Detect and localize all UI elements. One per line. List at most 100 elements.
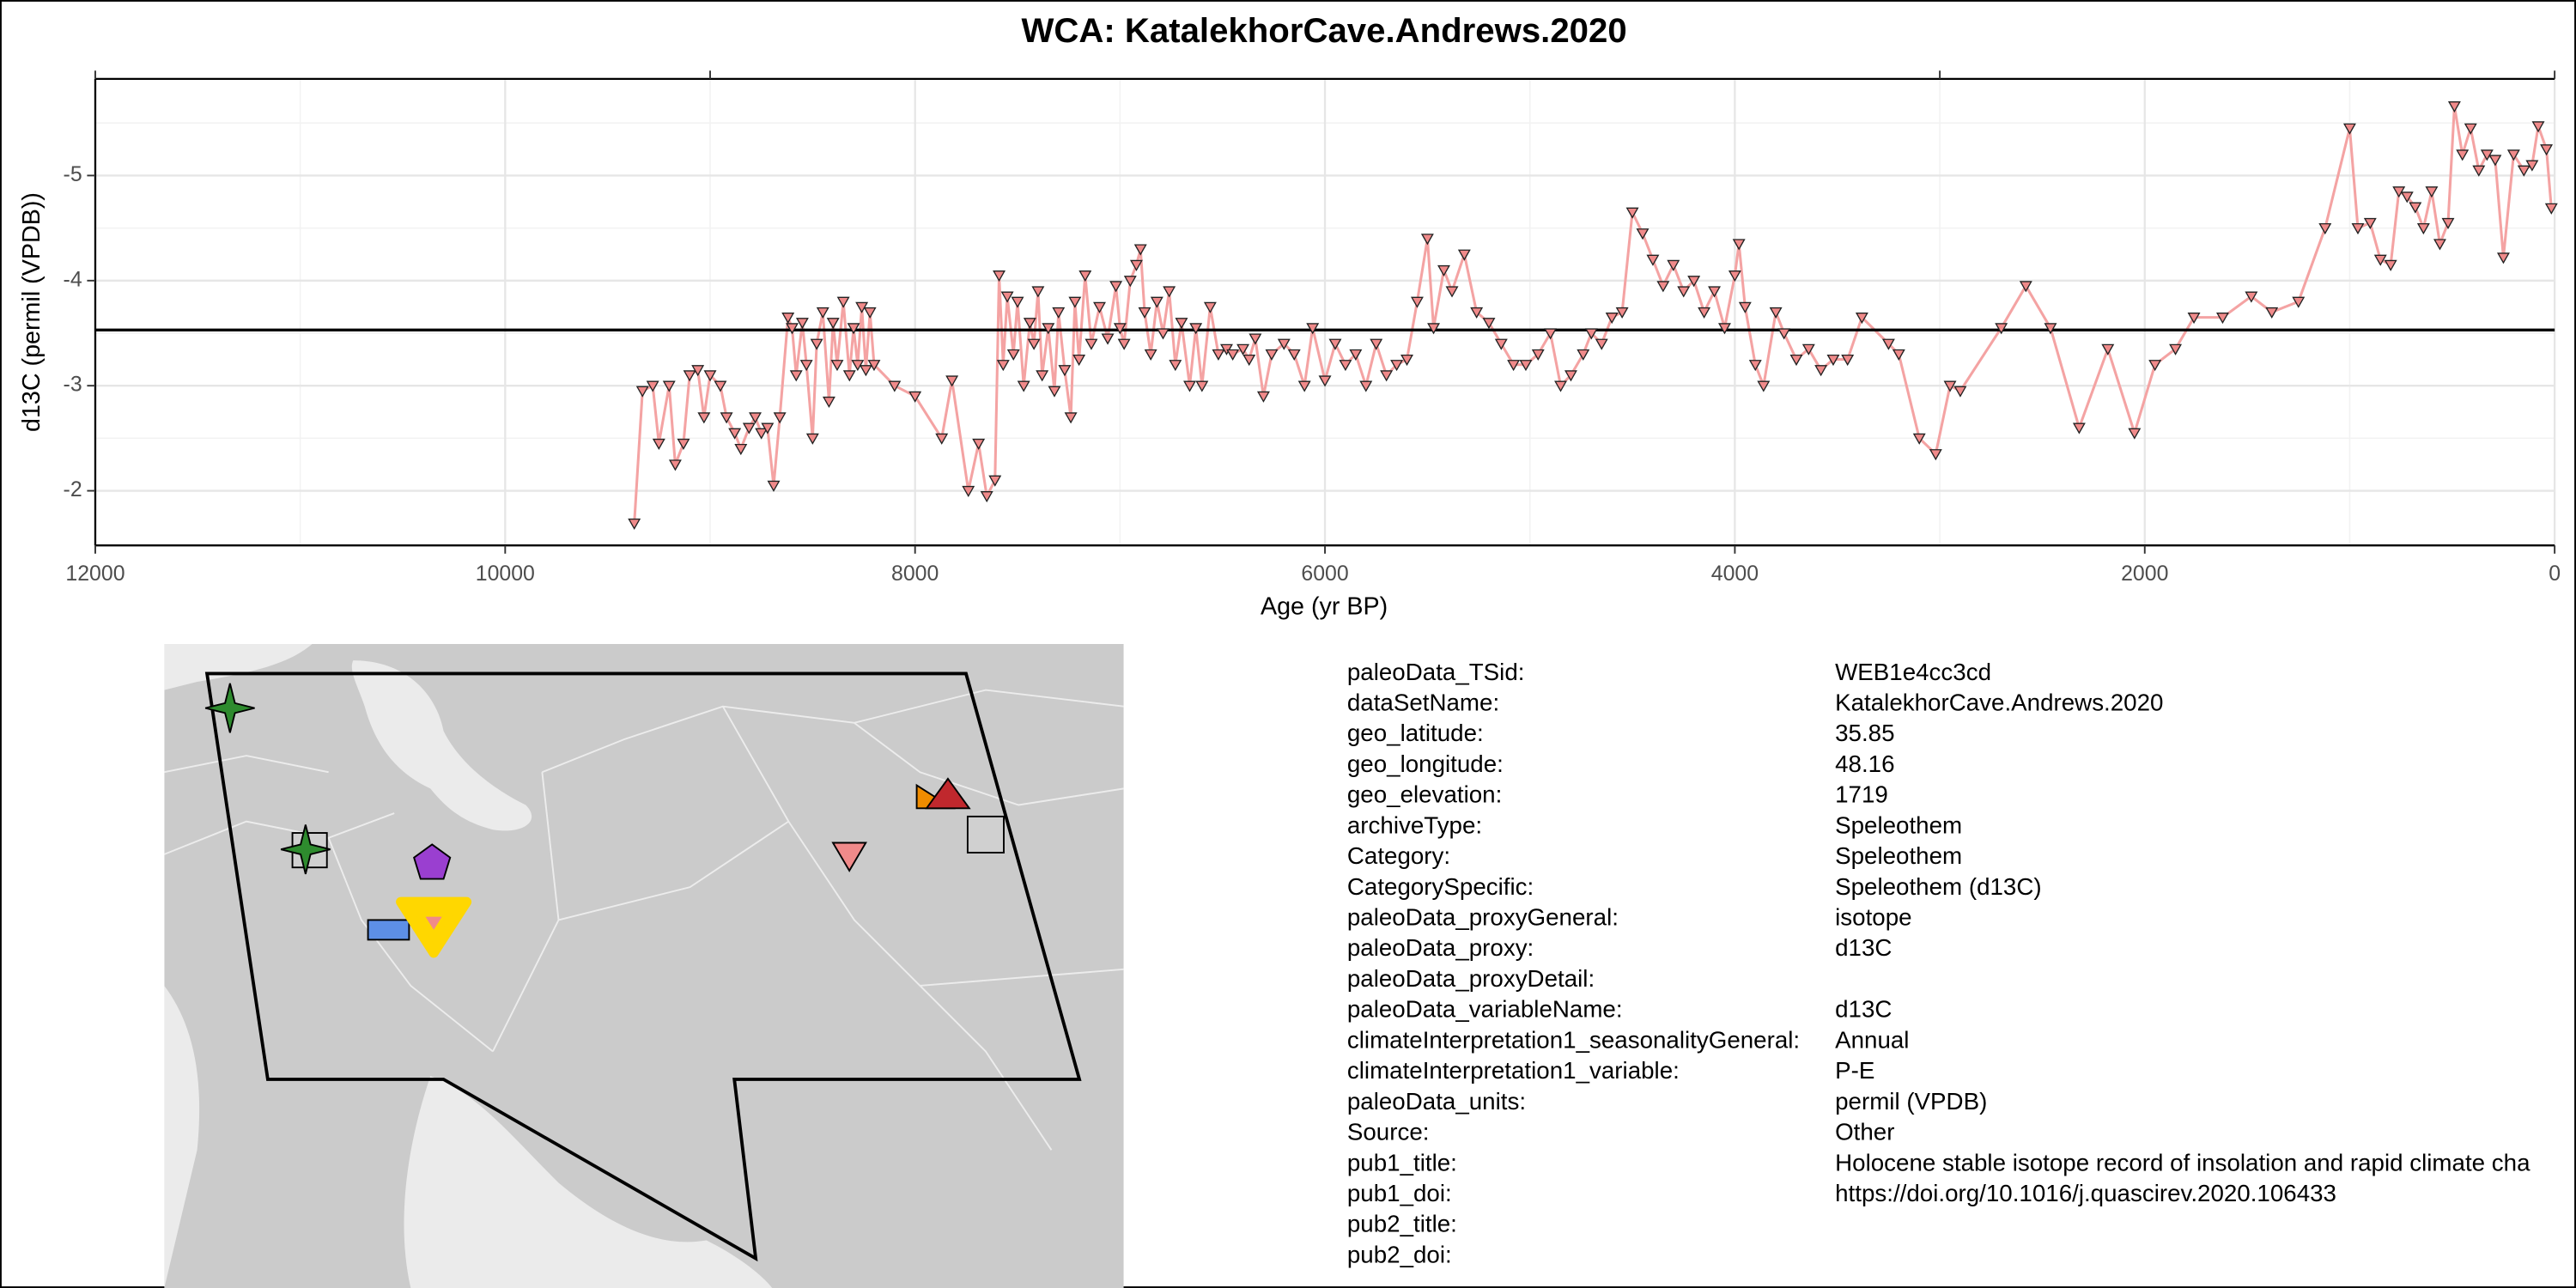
data-point <box>1048 386 1061 398</box>
data-point <box>2373 254 2387 266</box>
data-point <box>1023 318 1036 330</box>
data-point <box>2101 343 2115 355</box>
data-point <box>1855 312 1868 325</box>
data-point <box>1183 380 1196 392</box>
data-point <box>749 412 762 424</box>
field-name: CategorySpecific: <box>1347 873 1534 900</box>
data-point <box>1801 343 1815 355</box>
data-point <box>2363 217 2377 229</box>
data-point <box>1017 380 1030 392</box>
data-point <box>1757 380 1771 392</box>
data-point <box>2342 123 2356 135</box>
field-name: paleoData_proxy: <box>1347 934 1534 961</box>
field-value: 35.85 <box>1835 720 1894 746</box>
data-point <box>2384 259 2397 271</box>
data-point <box>1544 328 1558 340</box>
data-point <box>2464 123 2477 135</box>
data-point <box>1595 338 1608 350</box>
data-point <box>1297 380 1311 392</box>
data-point <box>2544 203 2558 215</box>
data-point <box>2456 149 2470 161</box>
data-point <box>1519 360 1533 372</box>
data-point <box>1306 323 1320 335</box>
data-point <box>1718 323 1731 335</box>
data-point <box>1380 370 1394 382</box>
site-marker <box>413 843 452 880</box>
field-name: geo_latitude: <box>1347 720 1484 746</box>
data-point <box>1093 301 1106 313</box>
field-value: d13C <box>1835 996 1892 1023</box>
site-marker <box>204 683 255 733</box>
site-marker <box>925 777 971 810</box>
data-point <box>1031 286 1045 298</box>
data-point <box>1287 349 1301 361</box>
data-point <box>1150 296 1163 308</box>
field-name: Source: <box>1347 1119 1430 1145</box>
x-axis-label: Age (yr BP) <box>1261 592 1388 620</box>
data-point <box>652 438 665 450</box>
data-point <box>662 380 676 392</box>
x-tick-label: 6000 <box>1301 562 1348 586</box>
data-point <box>786 323 799 335</box>
data-point <box>1789 354 1803 367</box>
x-tick-label: 0 <box>2549 562 2561 586</box>
data-point <box>2425 186 2439 198</box>
y-tick-label: -4 <box>64 267 82 291</box>
data-point <box>1163 286 1176 298</box>
data-point <box>2441 217 2455 229</box>
y-tick-label: -3 <box>64 373 82 397</box>
data-point <box>935 433 949 445</box>
data-point <box>2517 165 2530 177</box>
data-point <box>988 475 1002 487</box>
data-point <box>742 422 756 434</box>
data-point <box>1738 301 1752 313</box>
field-name: paleoData_TSid: <box>1347 659 1525 685</box>
data-point <box>1138 307 1151 319</box>
data-point <box>1457 249 1471 261</box>
data-point <box>703 370 717 382</box>
data-point <box>2019 281 2032 293</box>
data-point <box>2351 222 2365 235</box>
data-point <box>810 338 823 350</box>
map-water <box>164 985 200 1288</box>
data-point <box>1881 338 1895 350</box>
data-point <box>1667 259 1680 271</box>
data-point <box>1157 328 1170 340</box>
data-point <box>2292 296 2306 308</box>
data-point <box>1748 360 1762 372</box>
data-point <box>1006 349 1020 361</box>
data-point <box>1470 307 1484 319</box>
data-point <box>2506 149 2520 161</box>
data-point <box>805 433 819 445</box>
data-point <box>1189 323 1203 335</box>
data-point <box>1265 349 1279 361</box>
site-marker <box>280 824 331 875</box>
field-value: 1719 <box>1835 781 1888 808</box>
data-point <box>1236 343 1250 355</box>
field-name: pub2_doi: <box>1347 1241 1452 1267</box>
data-point <box>1400 354 1413 367</box>
data-point <box>836 296 850 308</box>
data-point <box>714 380 727 392</box>
x-tick-label: 2000 <box>2121 562 2168 586</box>
data-point <box>1777 328 1791 340</box>
field-name: geo_elevation: <box>1347 781 1502 808</box>
data-point <box>1328 338 1342 350</box>
data-point <box>1708 286 1721 298</box>
data-point <box>1420 234 1434 246</box>
data-point <box>683 370 696 382</box>
field-name: pub1_doi: <box>1347 1180 1452 1206</box>
data-point <box>1698 307 1711 319</box>
region-outline <box>204 671 1082 1262</box>
data-point <box>789 370 803 382</box>
data-point <box>2265 307 2279 319</box>
data-point <box>908 391 922 403</box>
data-point <box>1133 244 1147 256</box>
data-point <box>1169 360 1182 372</box>
data-point <box>697 412 711 424</box>
data-point <box>1212 349 1225 361</box>
field-value: P-E <box>1835 1057 1874 1084</box>
data-point <box>2072 422 2086 434</box>
map-land <box>164 644 1124 1288</box>
